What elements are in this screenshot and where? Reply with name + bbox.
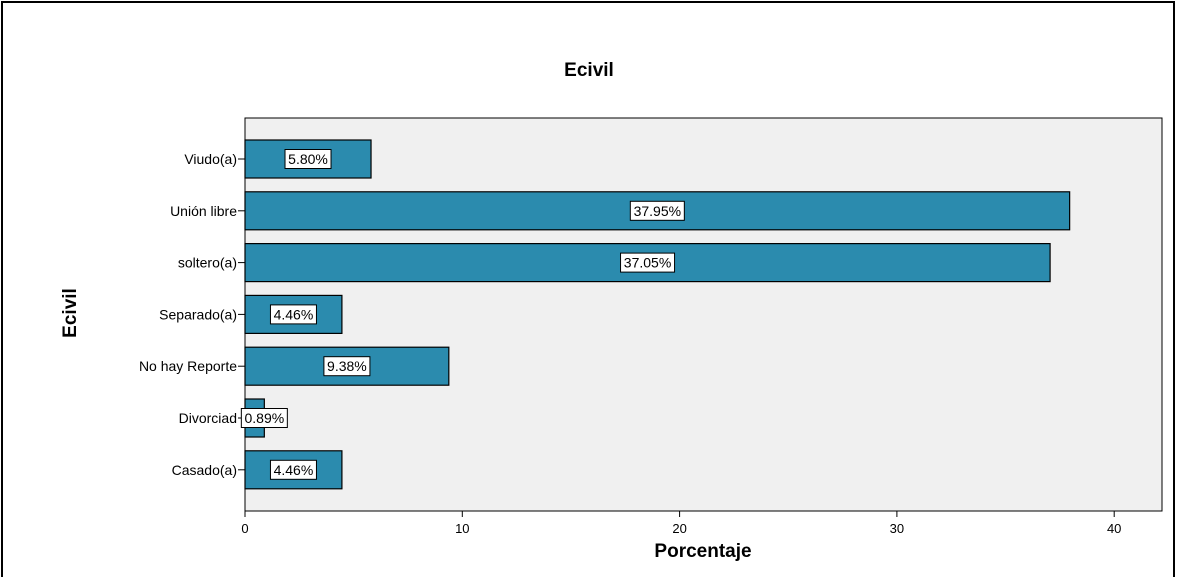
category-label: Divorciad xyxy=(179,410,237,426)
x-tick-label: 20 xyxy=(672,521,686,536)
x-tick-label: 40 xyxy=(1107,521,1121,536)
data-label: 37.95% xyxy=(634,203,681,219)
bars-group xyxy=(244,139,1071,490)
data-label-box xyxy=(284,149,332,169)
chart-title: Ecivil xyxy=(564,60,614,81)
y-axis-title: Ecivil xyxy=(60,288,81,338)
data-label: 9.38% xyxy=(327,358,367,374)
data-label: 4.46% xyxy=(274,306,314,322)
x-tick-label: 30 xyxy=(890,521,904,536)
category-label: Casado(a) xyxy=(172,462,237,478)
x-ticks: 0 10 20 30 40 xyxy=(241,511,1121,536)
data-label-box xyxy=(629,200,685,221)
data-label: 5.80% xyxy=(288,151,328,167)
data-label-box xyxy=(620,252,676,273)
category-label: soltero(a) xyxy=(178,255,237,271)
plot-area xyxy=(244,117,1163,512)
data-label-box xyxy=(269,459,317,480)
data-label-box xyxy=(240,408,288,428)
category-label: No hay Reporte xyxy=(139,358,237,374)
bar xyxy=(244,139,372,179)
data-label-box xyxy=(269,304,317,325)
data-label: 0.89% xyxy=(244,410,284,426)
x-axis-title: Porcentaje xyxy=(654,541,751,562)
category-labels: Viudo(a) Unión libre soltero(a) Separado(a)… xyxy=(139,151,245,478)
x-tick-label: 0 xyxy=(241,521,248,536)
data-label: 37.05% xyxy=(624,255,671,271)
x-tick-label: 10 xyxy=(455,521,469,536)
data-label: 4.46% xyxy=(274,462,314,478)
category-label: Viudo(a) xyxy=(184,151,237,167)
category-label: Unión libre xyxy=(170,203,237,219)
data-label-box xyxy=(323,356,371,377)
category-label: Separado(a) xyxy=(159,306,237,322)
data-labels: 5.80% 37.95% 37.05% 4.46% 9.38% 0.89% 4.46% xyxy=(240,149,685,480)
